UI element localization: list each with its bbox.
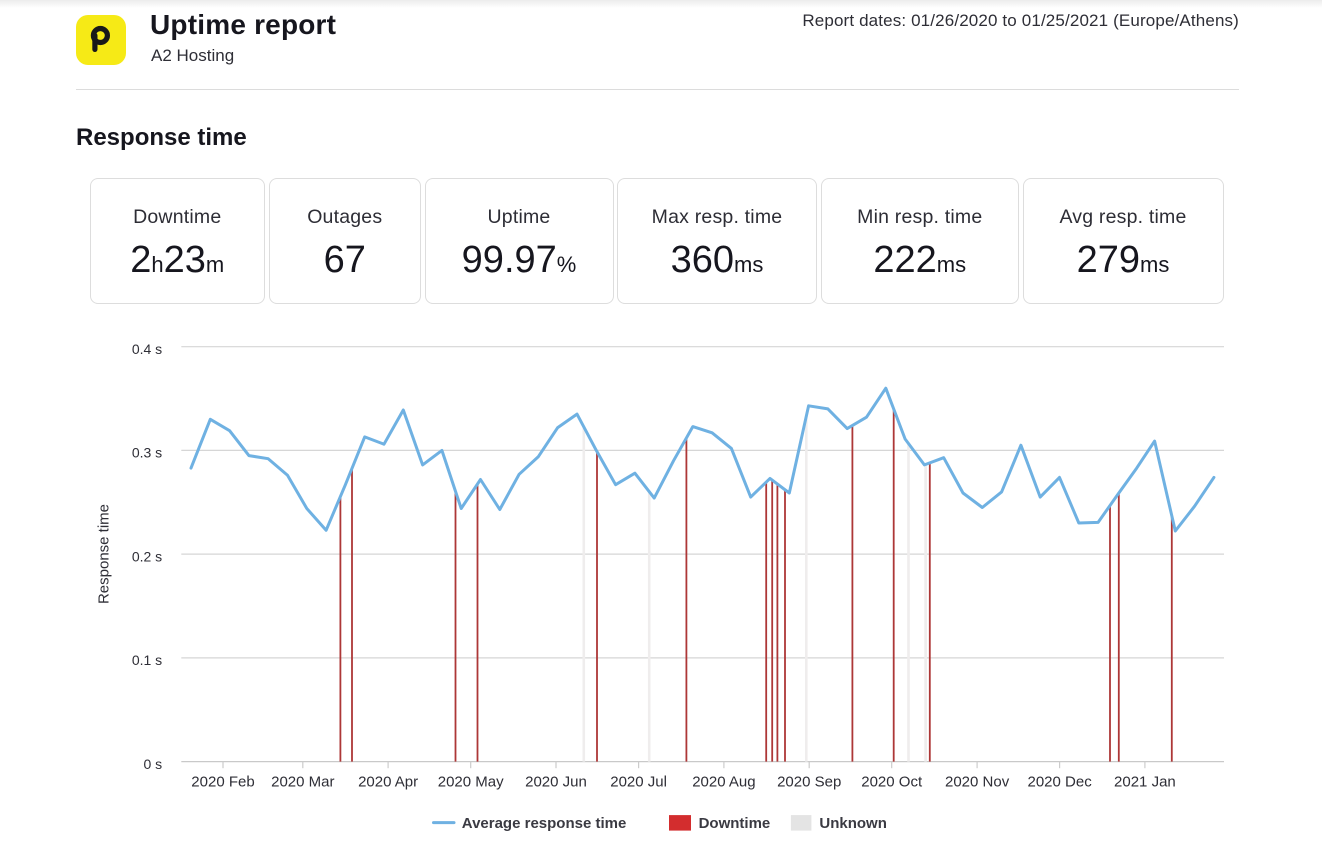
svg-text:0.2 s: 0.2 s — [132, 548, 162, 564]
svg-text:2020 Nov: 2020 Nov — [945, 774, 1010, 791]
svg-text:0 s: 0 s — [144, 756, 163, 772]
svg-text:Response time: Response time — [96, 504, 113, 604]
svg-text:0.3 s: 0.3 s — [132, 445, 162, 461]
svg-text:0.4 s: 0.4 s — [132, 341, 162, 357]
svg-text:2021 Jan: 2021 Jan — [1114, 774, 1176, 791]
svg-text:2020 Dec: 2020 Dec — [1027, 774, 1092, 791]
svg-text:2020 Jul: 2020 Jul — [610, 774, 667, 791]
svg-text:2020 Aug: 2020 Aug — [692, 774, 755, 791]
svg-text:2020 Feb: 2020 Feb — [191, 774, 254, 791]
svg-text:2020 Sep: 2020 Sep — [777, 774, 841, 791]
svg-text:2020 Jun: 2020 Jun — [525, 774, 587, 791]
svg-text:2020 May: 2020 May — [438, 774, 504, 791]
svg-text:0.1 s: 0.1 s — [132, 652, 162, 668]
svg-text:2020 Mar: 2020 Mar — [271, 774, 334, 791]
svg-text:2020 Apr: 2020 Apr — [358, 774, 418, 791]
svg-text:Unknown: Unknown — [819, 815, 887, 832]
svg-text:Downtime: Downtime — [699, 815, 771, 832]
svg-text:Average response time: Average response time — [462, 815, 627, 832]
svg-text:2020 Oct: 2020 Oct — [861, 774, 923, 791]
